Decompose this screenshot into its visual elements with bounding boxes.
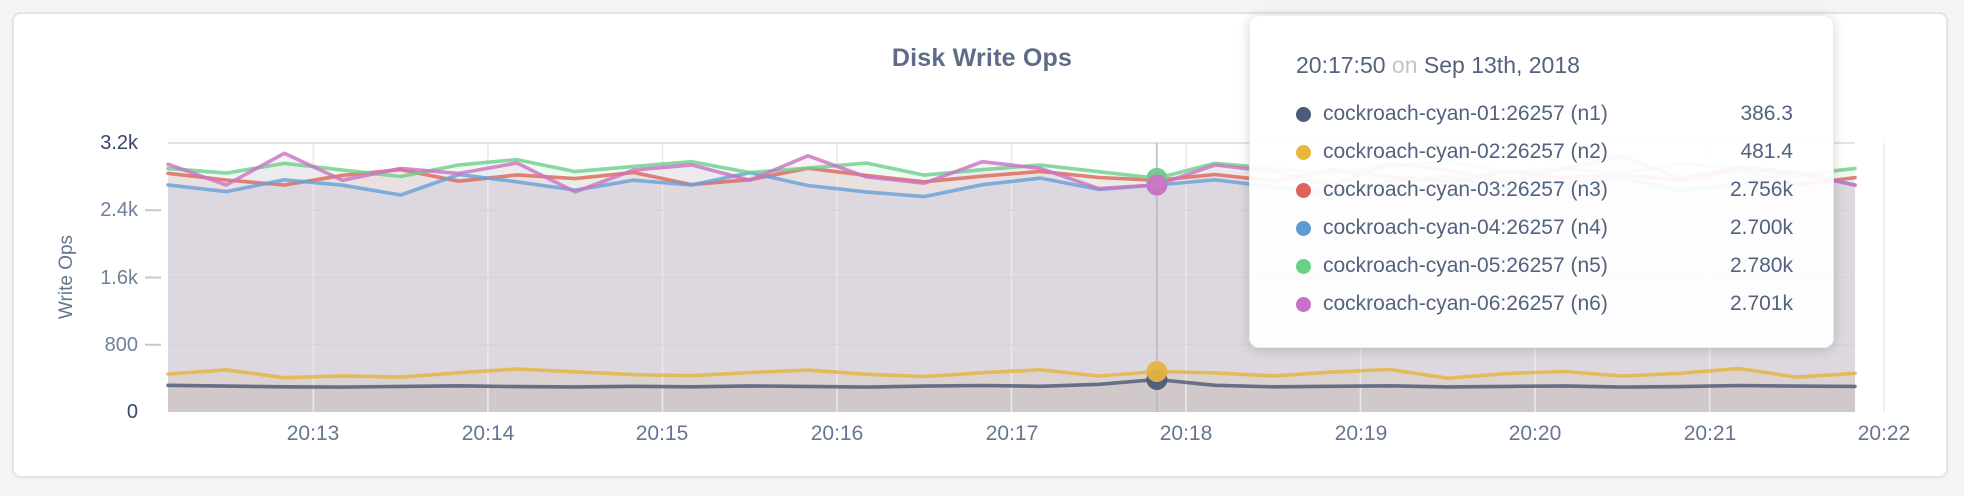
x-tick-label: 20:15: [635, 422, 689, 445]
y-tick-label: 0: [126, 401, 138, 423]
y-tick-label: 1.6k: [100, 267, 138, 289]
x-tick-label: 20:16: [810, 422, 864, 445]
chart-title: Disk Write Ops: [891, 44, 1073, 72]
series-value: 386.3: [1740, 102, 1793, 125]
tooltip-row: cockroach-cyan-05:26257 (n5) 2.780k: [1296, 247, 1793, 285]
hover-point: [1146, 174, 1168, 196]
series-color-dot-icon: [1296, 258, 1311, 274]
series-line: [166, 366, 1857, 381]
series-line: [166, 377, 1857, 389]
y-tick-label: 800: [104, 334, 138, 356]
x-tick-label: 20:13: [286, 422, 340, 445]
tooltip-on-word: on: [1391, 52, 1418, 78]
series-color-dot-icon: [1296, 220, 1311, 236]
tooltip-row: cockroach-cyan-03:26257 (n3) 2.756k: [1296, 171, 1793, 209]
y-tick-label: 2.4k: [100, 199, 138, 221]
tooltip-row: cockroach-cyan-04:26257 (n4) 2.700k: [1296, 209, 1793, 247]
series-color-dot-icon: [1296, 106, 1311, 122]
series-color-dot-icon: [1296, 182, 1311, 198]
hover-tooltip: 20:17:50 on Sep 13th, 2018 cockroach-cya…: [1249, 15, 1834, 348]
series-value: 2.700k: [1729, 216, 1793, 239]
x-tick-label: 20:22: [1857, 422, 1911, 445]
tooltip-time: 20:17:50: [1296, 52, 1386, 78]
tooltip-header: 20:17:50 on Sep 13th, 2018: [1296, 52, 1793, 79]
series-name: cockroach-cyan-02:26257 (n2): [1323, 140, 1608, 163]
x-tick-label: 20:20: [1508, 422, 1562, 445]
hover-point: [1146, 361, 1168, 382]
series-value: 2.756k: [1729, 178, 1793, 201]
x-tick-label: 20:17: [985, 422, 1039, 445]
series-name: cockroach-cyan-03:26257 (n3): [1323, 178, 1608, 201]
series-name: cockroach-cyan-01:26257 (n1): [1323, 102, 1608, 125]
tooltip-date: Sep 13th, 2018: [1423, 52, 1580, 78]
tooltip-row: cockroach-cyan-01:26257 (n1) 386.3: [1296, 95, 1793, 133]
x-tick-label: 20:18: [1159, 422, 1213, 445]
series-color-dot-icon: [1296, 144, 1311, 160]
series-color-dot-icon: [1296, 296, 1311, 312]
series-name: cockroach-cyan-05:26257 (n5): [1323, 254, 1608, 277]
series-value: 481.4: [1740, 140, 1793, 163]
series-name: cockroach-cyan-06:26257 (n6): [1323, 292, 1608, 315]
tooltip-series-list: cockroach-cyan-01:26257 (n1) 386.3 cockroa…: [1296, 95, 1793, 323]
x-tick-label: 20:14: [461, 422, 515, 445]
series-name: cockroach-cyan-04:26257 (n4): [1323, 216, 1608, 239]
series-value: 2.701k: [1729, 292, 1793, 315]
tooltip-row: cockroach-cyan-06:26257 (n6) 2.701k: [1296, 285, 1793, 323]
x-tick-label: 20:21: [1683, 422, 1737, 445]
x-tick-label: 20:19: [1334, 422, 1388, 445]
series-value: 2.780k: [1729, 254, 1793, 277]
tooltip-row: cockroach-cyan-02:26257 (n2) 481.4: [1296, 133, 1793, 171]
y-tick-label: 3.2k: [100, 132, 138, 154]
